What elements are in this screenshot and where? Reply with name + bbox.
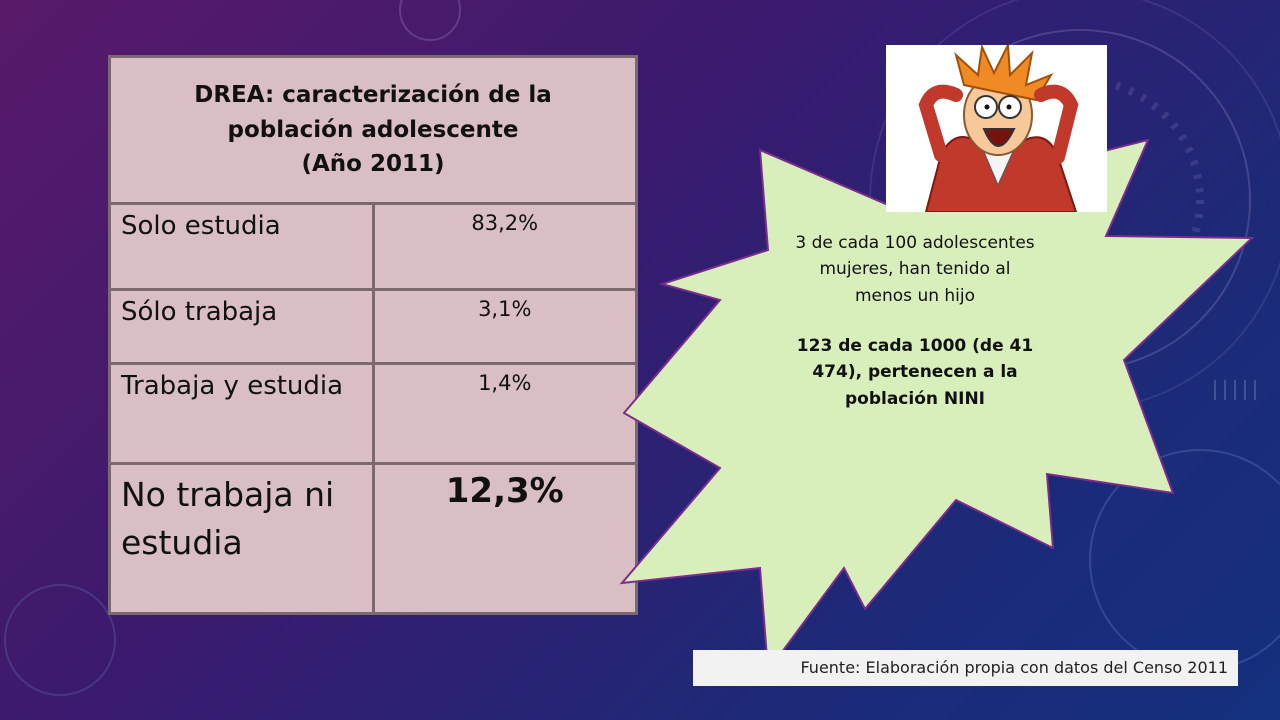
- title-line-1: DREA: caracterización de la: [194, 82, 552, 109]
- table-row: No trabaja ni estudia 12,3%: [108, 462, 638, 615]
- stressed-cartoon-character-icon: [886, 41, 1107, 213]
- row-label-solo-trabaja: Sólo trabaja: [108, 288, 375, 365]
- row-value-solo-estudia: 83,2%: [371, 202, 638, 291]
- row-value-trabaja-y-estudia: 1,4%: [371, 362, 638, 465]
- stats-table-container: DREA: caracterización de la población ad…: [108, 55, 638, 615]
- row-label-solo-estudia: Solo estudia: [108, 202, 375, 291]
- callout-text-nini: 123 de cada 1000 (de 41 474), pertenecen…: [796, 336, 1034, 409]
- callout-text: 3 de cada 100 adolescentes mujeres, han …: [790, 230, 1040, 412]
- title-line-2: población adolescente: [227, 116, 519, 143]
- stats-table: DREA: caracterización de la población ad…: [108, 55, 638, 615]
- row-value-solo-trabaja: 3,1%: [371, 288, 638, 365]
- title-line-3: (Año 2011): [301, 151, 445, 178]
- table-row: Sólo trabaja 3,1%: [108, 288, 638, 365]
- row-label-trabaja-y-estudia: Trabaja y estudia: [108, 362, 375, 465]
- table-row: Trabaja y estudia 1,4%: [108, 362, 638, 465]
- table-title: DREA: caracterización de la población ad…: [108, 55, 638, 205]
- row-value-no-trabaja-ni-estudia: 12,3%: [371, 462, 638, 615]
- row-label-no-trabaja-ni-estudia: No trabaja ni estudia: [108, 462, 375, 615]
- source-note: Fuente: Elaboración propia con datos del…: [693, 650, 1238, 686]
- table-row: Solo estudia 83,2%: [108, 202, 638, 291]
- callout-text-mothers: 3 de cada 100 adolescentes mujeres, han …: [795, 233, 1035, 306]
